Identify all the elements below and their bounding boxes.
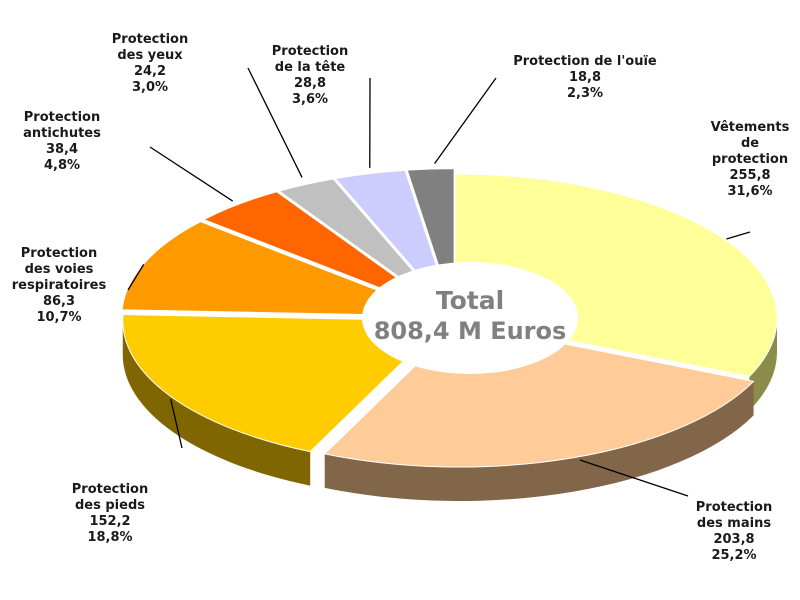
slice-value: 203,8: [713, 532, 755, 547]
slice-percent: 31,6%: [727, 184, 773, 199]
slice-percent: 10,7%: [36, 310, 82, 325]
leader-line-yeux: [247, 67, 303, 178]
center-total-line1: Total: [435, 286, 505, 315]
label-line: Protection: [71, 482, 149, 497]
leader-line-ouie: [434, 77, 497, 164]
label-line: Protection: [695, 500, 773, 515]
label-line: Protection: [23, 110, 101, 125]
label-line: des mains: [696, 516, 772, 531]
label-line: des yeux: [117, 48, 183, 63]
slice-pieds: [122, 314, 446, 453]
slice-value: 255,8: [729, 168, 771, 183]
label-line: Protection: [271, 44, 349, 59]
leader-line-pieds: [170, 398, 183, 449]
slice-percent: 4,8%: [43, 158, 81, 173]
slice-percent: 2,3%: [566, 86, 604, 101]
slice-value: 152,2: [89, 514, 131, 529]
center-ellipse: [362, 262, 578, 374]
slice-value: 28,8: [293, 76, 327, 91]
slice-value: 18,8: [568, 70, 602, 85]
slice-label-respiratoires: Protection des voies respiratoires 86,3 …: [4, 246, 114, 326]
label-line: Protection: [111, 32, 189, 47]
slice-side-vetements: [749, 318, 777, 411]
slice-label-pieds: Protection des pieds 152,2 18,8%: [60, 482, 160, 546]
leader-line-vetements: [726, 231, 751, 240]
slice-value: 24,2: [133, 64, 167, 79]
label-line: des voies: [24, 262, 94, 277]
slice-label-tete: Protection de la tête 28,8 3,6%: [260, 44, 360, 108]
label-line: respiratoires: [11, 278, 107, 293]
label-line: des pieds: [74, 498, 145, 513]
slice-label-vetements: Vêtements de protection 255,8 31,6%: [700, 120, 800, 200]
slice-side-mains: [324, 381, 754, 502]
slice-value: 86,3: [42, 294, 76, 309]
leader-line-respiratoires: [127, 264, 145, 291]
label-line: Protection: [20, 246, 98, 261]
slice-label-mains: Protection des mains 203,8 25,2%: [684, 500, 784, 564]
label-line: protection: [711, 152, 789, 167]
label-line: de: [740, 136, 760, 151]
label-line: antichutes: [23, 126, 101, 141]
center-total-label: Total 808,4 M Euros: [360, 286, 580, 346]
center-total-line2: 808,4 M Euros: [373, 317, 567, 345]
slice-percent: 3,6%: [291, 92, 329, 107]
slice-label-antichutes: Protection antichutes 38,4 4,8%: [12, 110, 112, 174]
slice-respiratoires: [121, 221, 445, 317]
slice-value: 38,4: [45, 142, 79, 157]
label-line: de la tête: [274, 60, 346, 75]
label-line: Vêtements: [710, 120, 790, 135]
slice-percent: 18,8%: [87, 530, 133, 545]
slice-percent: 25,2%: [711, 548, 757, 563]
leader-line-antichutes: [149, 146, 234, 202]
slice-side-pieds: [122, 320, 311, 486]
label-line: Protection de l'ouïe: [513, 54, 657, 69]
slice-label-ouie: Protection de l'ouïe 18,8 2,3%: [500, 54, 670, 102]
slice-label-yeux: Protection des yeux 24,2 3,0%: [100, 32, 200, 96]
slice-percent: 3,0%: [131, 80, 169, 95]
leader-line-mains: [579, 459, 689, 497]
